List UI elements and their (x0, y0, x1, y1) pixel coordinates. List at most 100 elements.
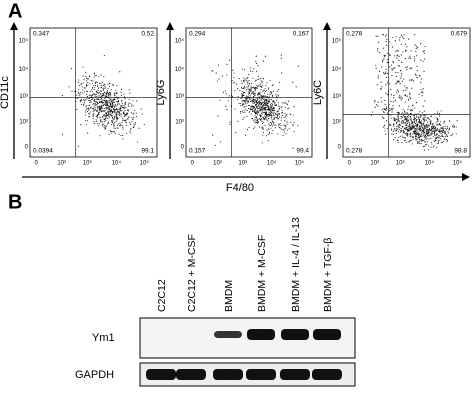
event-dot (120, 105, 122, 107)
event-dot (426, 133, 428, 135)
quadrant-value: 0.278 (346, 31, 363, 38)
event-dot (260, 97, 262, 99)
event-dot (380, 101, 383, 103)
event-dot (100, 93, 102, 95)
event-dot (113, 125, 115, 127)
event-dot (412, 123, 414, 125)
event-dot (264, 111, 266, 113)
event-dot (394, 55, 396, 57)
event-dot (281, 109, 283, 111)
event-dot (212, 134, 214, 136)
event-dot (412, 127, 414, 129)
event-dot (91, 89, 93, 91)
event-dot (437, 113, 439, 116)
event-dot (117, 100, 119, 103)
event-dot (383, 117, 385, 119)
y-tick-label: 10⁴ (19, 66, 29, 73)
event-dot (286, 121, 288, 123)
event-dot (256, 111, 258, 113)
event-dot (256, 118, 258, 120)
event-dot (390, 108, 392, 110)
event-dot (257, 104, 260, 106)
event-dot (231, 95, 234, 97)
event-dot (125, 106, 127, 108)
event-dot (264, 104, 266, 106)
event-dot (270, 117, 273, 119)
event-dot (389, 54, 391, 56)
event-dot (232, 69, 234, 71)
event-dot (244, 92, 246, 94)
event-dot (118, 125, 120, 127)
event-dot (250, 100, 252, 103)
event-dot (409, 55, 411, 57)
event-dot (292, 81, 294, 83)
event-dot (248, 126, 250, 128)
event-dot (90, 107, 92, 109)
y-tick-label: 10² (19, 120, 28, 126)
event-dot (427, 149, 430, 151)
event-dot (123, 96, 126, 98)
event-dot (397, 112, 399, 114)
event-dot (421, 133, 423, 135)
event-dot (271, 133, 273, 135)
event-dot (419, 111, 421, 113)
event-dot (245, 89, 247, 91)
event-dot (122, 126, 124, 128)
event-dot (402, 115, 404, 117)
event-dot (110, 101, 112, 103)
event-dot (398, 118, 400, 120)
event-dot (403, 78, 405, 80)
event-dot (397, 80, 399, 82)
event-dot (383, 72, 385, 74)
event-dot (420, 142, 422, 144)
event-dot (424, 134, 426, 136)
event-dot (248, 101, 250, 103)
event-dot (426, 128, 428, 130)
event-dot (119, 113, 121, 115)
event-dot (105, 105, 107, 107)
event-dot (396, 91, 398, 93)
event-dot (416, 125, 418, 127)
event-dot (383, 54, 385, 56)
event-dot (439, 130, 441, 133)
event-dot (247, 86, 249, 88)
event-dot (132, 113, 134, 115)
event-dot (391, 46, 394, 48)
event-dot (423, 52, 426, 54)
event-dot (121, 103, 123, 105)
event-dot (111, 117, 114, 119)
event-dot (408, 121, 410, 124)
event-dot (396, 126, 398, 128)
event-dot (242, 118, 244, 120)
event-dot (418, 135, 420, 137)
event-dot (259, 115, 261, 117)
event-dot (393, 67, 395, 69)
event-dot (388, 107, 390, 109)
event-dot (111, 115, 113, 117)
event-dot (262, 116, 264, 118)
event-dot (224, 90, 226, 92)
event-dot (419, 121, 421, 123)
quadrant-value: 99.1 (141, 148, 154, 155)
event-dot (94, 107, 96, 109)
event-dot (123, 119, 125, 121)
event-dot (240, 97, 242, 99)
event-dot (241, 90, 243, 93)
event-dot (249, 89, 251, 91)
event-dot (421, 125, 423, 127)
event-dot (101, 123, 103, 125)
event-dot (83, 99, 85, 101)
event-dot (82, 66, 84, 68)
event-dot (101, 104, 103, 106)
event-dot (249, 99, 251, 101)
event-dot (252, 92, 254, 94)
event-dot (252, 70, 254, 72)
event-dot (436, 119, 438, 121)
event-dot (437, 139, 440, 141)
event-dot (282, 129, 284, 131)
event-dot (261, 81, 263, 83)
event-dot (404, 137, 407, 139)
event-dot (397, 71, 399, 74)
event-dot (297, 124, 299, 126)
event-dot (430, 138, 432, 140)
